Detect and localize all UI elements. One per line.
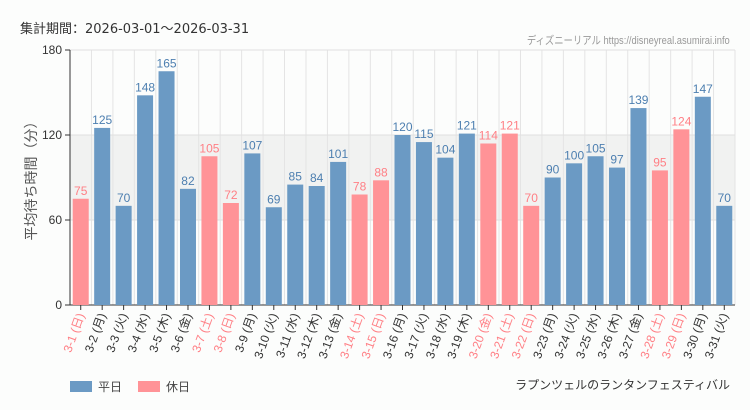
bar: [544, 177, 561, 305]
data-label: 147: [693, 82, 713, 96]
bar: [458, 133, 475, 305]
data-label: 84: [310, 171, 324, 185]
bar: [694, 96, 711, 305]
period-label: 集計期間：2026-03-01～2026-03-31: [20, 22, 250, 37]
data-label: 88: [374, 165, 388, 179]
y-tick-label: 60: [49, 213, 63, 227]
bar: [179, 188, 196, 305]
data-label: 100: [564, 148, 584, 162]
bar: [523, 205, 540, 305]
bar: [415, 142, 432, 305]
bar: [244, 153, 261, 305]
data-label: 95: [653, 155, 667, 169]
attraction-name: ラプンツェルのランタンフェスティバル: [515, 378, 730, 392]
data-label: 148: [135, 80, 155, 94]
data-label: 72: [224, 188, 238, 202]
data-label: 120: [392, 120, 412, 134]
legend-item-holiday[interactable]: 休日: [138, 378, 190, 395]
data-label: 105: [199, 141, 219, 155]
bar: [330, 161, 347, 305]
data-label: 70: [718, 191, 732, 205]
bar: [609, 167, 626, 305]
bar: [287, 184, 304, 305]
legend-swatch-holiday: [138, 381, 161, 392]
y-tick-label: 120: [42, 128, 62, 142]
legend-swatch-weekday: [70, 381, 92, 392]
data-label: 107: [242, 138, 262, 152]
bar: [265, 207, 282, 305]
bar: [501, 133, 518, 305]
bar: [716, 205, 733, 305]
bar: [222, 203, 239, 305]
data-label: 101: [328, 147, 348, 161]
data-label: 125: [92, 113, 112, 127]
data-label: 115: [414, 127, 433, 141]
data-label: 105: [586, 141, 606, 155]
bar: [673, 129, 690, 305]
bar: [308, 186, 325, 305]
bar: [94, 127, 111, 306]
data-label: 70: [525, 191, 539, 205]
bar: [480, 143, 497, 305]
y-axis-title: 平均待ち時間（分）: [23, 115, 39, 241]
data-label: 165: [157, 56, 177, 70]
bar: [630, 108, 647, 305]
data-label: 97: [610, 153, 624, 167]
data-label: 104: [435, 143, 455, 157]
bar: [437, 157, 454, 305]
bar: [72, 198, 89, 305]
legend-label-holiday: 休日: [166, 380, 191, 394]
data-label: 90: [546, 163, 560, 177]
bar: [394, 135, 411, 305]
data-label: 85: [289, 170, 303, 184]
y-tick-label: 0: [55, 298, 62, 312]
data-label: 82: [181, 174, 195, 188]
legend: 平日 休日: [70, 378, 190, 395]
data-label: 114: [479, 129, 498, 143]
y-tick-label: 180: [42, 43, 62, 57]
data-label: 70: [117, 191, 131, 205]
bar: [351, 194, 368, 305]
data-label: 78: [353, 180, 367, 194]
bar: [158, 71, 175, 305]
credit-label: ディズニーリアル https://disneyreal.asumirai.inf…: [527, 35, 730, 47]
data-label: 121: [457, 119, 477, 133]
data-label: 69: [267, 192, 281, 206]
bar: [587, 156, 604, 305]
legend-item-weekday[interactable]: 平日: [70, 378, 122, 395]
bar: [566, 163, 583, 305]
bar: [137, 95, 154, 305]
bar: [201, 156, 218, 305]
bar: [115, 205, 132, 305]
data-label: 75: [74, 184, 88, 198]
data-label: 139: [628, 93, 648, 107]
bar: [651, 170, 668, 305]
data-label: 121: [500, 119, 520, 133]
legend-label-weekday: 平日: [98, 380, 123, 394]
bar: [373, 180, 390, 305]
data-label: 124: [671, 114, 691, 128]
